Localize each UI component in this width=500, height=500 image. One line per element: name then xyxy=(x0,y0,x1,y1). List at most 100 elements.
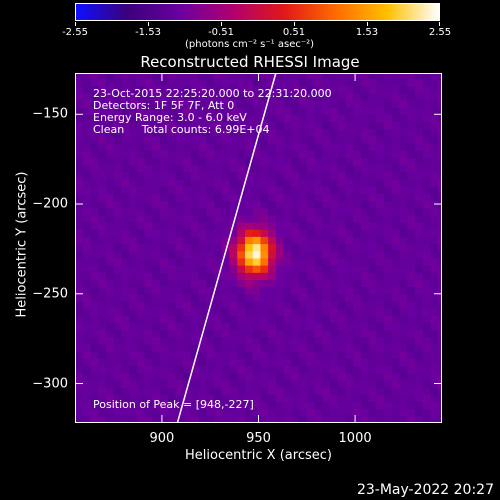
heatmap-cell xyxy=(422,121,432,130)
heatmap-cell xyxy=(345,214,354,223)
heatmap-cell xyxy=(221,178,231,187)
heatmap-cell xyxy=(190,286,200,295)
heatmap-cell xyxy=(430,107,439,115)
heatmap-cell xyxy=(322,73,331,79)
heatmap-cell xyxy=(283,379,292,388)
heatmap-cell xyxy=(113,415,122,423)
colorbar-tick-label: -2.55 xyxy=(62,27,88,38)
heatmap-cell xyxy=(275,200,285,209)
heatmap-cell xyxy=(299,322,308,331)
heatmap-cell xyxy=(82,286,92,295)
heatmap-cell xyxy=(391,114,401,123)
heatmap-cell xyxy=(283,107,292,115)
heatmap-cell xyxy=(360,272,370,281)
heatmap-cell xyxy=(345,329,354,338)
annotation-energy: Energy Range: 3.0 - 6.0 keV xyxy=(93,111,247,124)
heatmap-cell xyxy=(275,329,285,338)
heatmap-cell xyxy=(268,336,277,345)
heatmap-cell xyxy=(183,308,192,316)
heatmap-cell xyxy=(198,415,207,423)
heatmap-cell xyxy=(82,178,92,187)
heatmap-cell xyxy=(183,329,192,338)
heatmap-cell xyxy=(360,178,370,187)
heatmap-cell xyxy=(360,128,370,137)
heatmap-cell xyxy=(221,329,231,338)
heatmap-cell xyxy=(299,401,308,410)
heatmap-cell xyxy=(314,336,323,345)
heatmap-cell xyxy=(306,365,316,374)
heatmap-cell xyxy=(407,186,416,194)
heatmap-cell xyxy=(113,250,122,259)
heatmap-cell xyxy=(260,279,269,288)
heatmap-cell xyxy=(113,114,122,123)
heatmap-cell xyxy=(190,114,200,123)
heatmap-plot xyxy=(75,73,442,423)
heatmap-cell xyxy=(98,78,107,87)
heatmap-cell xyxy=(144,408,153,417)
heatmap-cell xyxy=(175,135,184,144)
heatmap-cell xyxy=(275,379,285,388)
heatmap-cell xyxy=(90,272,99,281)
heatmap-cell xyxy=(190,322,200,331)
heatmap-cell xyxy=(407,415,416,423)
heatmap-cell xyxy=(291,351,300,359)
heatmap-cell xyxy=(291,128,300,137)
heatmap-cell xyxy=(430,178,439,187)
heatmap-cell xyxy=(167,272,177,281)
heatmap-cell xyxy=(376,408,385,417)
heatmap-cell xyxy=(252,221,262,230)
heatmap-cell xyxy=(275,358,285,367)
heatmap-cell xyxy=(90,135,99,144)
heatmap-cell xyxy=(422,351,432,359)
heatmap-cell xyxy=(291,107,300,115)
heatmap-cell xyxy=(105,171,115,180)
heatmap-cell xyxy=(283,85,292,94)
heatmap-cell xyxy=(399,207,408,216)
heatmap-cell xyxy=(345,300,354,309)
heatmap-cell xyxy=(314,85,323,94)
heatmap-cell xyxy=(345,107,354,115)
heatmap-cell xyxy=(136,186,146,194)
heatmap-cell xyxy=(229,279,238,288)
heatmap-cell xyxy=(260,135,269,144)
heatmap-cell xyxy=(438,300,442,309)
heatmap-cell xyxy=(136,372,146,381)
heatmap-cell xyxy=(306,78,316,87)
heatmap-cell xyxy=(376,92,385,101)
heatmap-cell xyxy=(322,78,331,87)
heatmap-cell xyxy=(183,114,192,123)
heatmap-cell xyxy=(283,272,292,281)
heatmap-cell xyxy=(407,85,416,94)
heatmap-cell xyxy=(190,257,200,266)
heatmap-cell xyxy=(283,128,292,137)
heatmap-cell xyxy=(414,85,424,94)
heatmap-cell xyxy=(113,286,122,295)
heatmap-cell xyxy=(260,99,269,108)
heatmap-cell xyxy=(314,279,323,288)
heatmap-cell xyxy=(384,265,393,273)
heatmap-cell xyxy=(399,401,408,410)
heatmap-cell xyxy=(368,358,377,367)
heatmap-cell xyxy=(360,279,370,288)
heatmap-cell xyxy=(430,365,439,374)
heatmap-cell xyxy=(337,315,347,324)
heatmap-cell xyxy=(414,336,424,345)
heatmap-cell xyxy=(75,214,84,223)
heatmap-cell xyxy=(360,401,370,410)
heatmap-cell xyxy=(322,358,331,367)
heatmap-cell xyxy=(306,221,316,230)
heatmap-cell xyxy=(75,272,84,281)
heatmap-cell xyxy=(167,387,177,395)
heatmap-cell xyxy=(113,322,122,331)
heatmap-cell xyxy=(252,78,262,87)
heatmap-cell xyxy=(291,114,300,123)
heatmap-cell xyxy=(183,250,192,259)
heatmap-cell xyxy=(113,336,122,345)
heatmap-cell xyxy=(159,250,169,259)
heatmap-cell xyxy=(268,300,277,309)
heatmap-cell xyxy=(183,73,192,79)
heatmap-cell xyxy=(299,92,308,101)
heatmap-cell xyxy=(82,214,92,223)
heatmap-cell xyxy=(206,394,215,403)
heatmap-cell xyxy=(121,135,130,144)
